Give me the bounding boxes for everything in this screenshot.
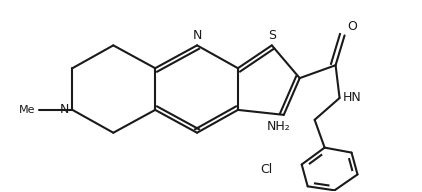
Text: Cl: Cl (260, 163, 273, 176)
Text: HN: HN (343, 91, 361, 104)
Text: Me: Me (19, 105, 35, 115)
Text: N: N (192, 29, 202, 42)
Text: O: O (348, 21, 357, 33)
Text: S: S (268, 29, 276, 42)
Text: NH₂: NH₂ (267, 120, 291, 133)
Text: N: N (60, 103, 70, 116)
